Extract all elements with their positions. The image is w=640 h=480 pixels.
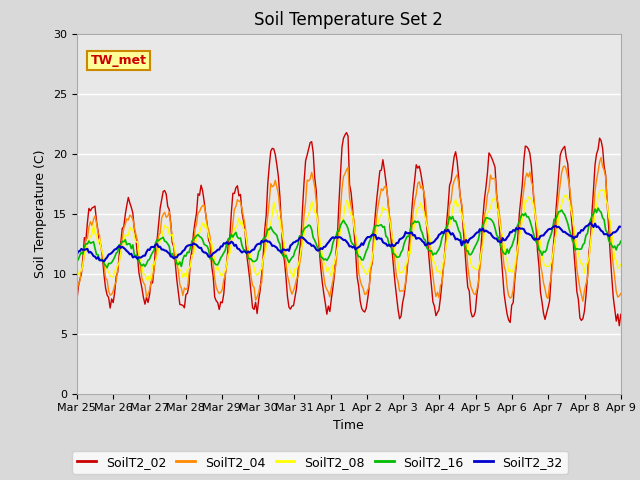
SoilT2_08 xyxy=(617,262,625,267)
Line: SoilT2_08: SoilT2_08 xyxy=(77,190,621,281)
SoilT2_32 xyxy=(73,252,81,258)
SoilT2_04 xyxy=(262,227,270,232)
SoilT2_04 xyxy=(140,280,147,286)
SoilT2_02 xyxy=(73,299,81,304)
SoilT2_32 xyxy=(589,224,597,230)
SoilT2_08 xyxy=(599,187,607,193)
X-axis label: Time: Time xyxy=(333,419,364,432)
Line: SoilT2_04: SoilT2_04 xyxy=(77,157,621,301)
SoilT2_16 xyxy=(312,241,320,247)
SoilT2_04 xyxy=(253,294,261,300)
SoilT2_08 xyxy=(264,236,271,242)
SoilT2_04 xyxy=(588,226,596,231)
SoilT2_08 xyxy=(140,272,147,277)
SoilT2_32 xyxy=(587,220,595,226)
SoilT2_32 xyxy=(264,239,271,244)
SoilT2_32 xyxy=(312,247,320,252)
SoilT2_02 xyxy=(235,193,243,199)
SoilT2_32 xyxy=(237,248,244,254)
SoilT2_02 xyxy=(311,175,319,180)
SoilT2_02 xyxy=(253,311,261,316)
SoilT2_16 xyxy=(594,205,602,211)
Title: Soil Temperature Set 2: Soil Temperature Set 2 xyxy=(254,11,444,29)
SoilT2_32 xyxy=(100,258,108,264)
Text: TW_met: TW_met xyxy=(90,54,147,67)
SoilT2_16 xyxy=(103,265,111,271)
SoilT2_16 xyxy=(73,259,81,264)
Line: SoilT2_16: SoilT2_16 xyxy=(77,208,621,268)
SoilT2_16 xyxy=(588,213,596,218)
SoilT2_32 xyxy=(141,253,149,259)
SoilT2_32 xyxy=(617,224,625,229)
SoilT2_16 xyxy=(255,249,262,254)
SoilT2_16 xyxy=(237,235,244,241)
SoilT2_02 xyxy=(140,295,147,300)
SoilT2_08 xyxy=(588,229,596,235)
SoilT2_04 xyxy=(311,184,319,190)
Y-axis label: Soil Temperature (C): Soil Temperature (C) xyxy=(35,149,47,278)
SoilT2_16 xyxy=(141,264,149,269)
SoilT2_08 xyxy=(73,272,81,278)
SoilT2_02 xyxy=(617,312,625,317)
Line: SoilT2_02: SoilT2_02 xyxy=(77,132,621,326)
SoilT2_32 xyxy=(255,241,262,247)
SoilT2_02 xyxy=(262,212,270,218)
SoilT2_16 xyxy=(264,226,271,232)
SoilT2_04 xyxy=(579,299,587,304)
SoilT2_08 xyxy=(255,271,262,276)
SoilT2_08 xyxy=(237,221,244,227)
SoilT2_04 xyxy=(597,155,605,160)
SoilT2_04 xyxy=(73,288,81,294)
SoilT2_02 xyxy=(616,323,623,329)
Legend: SoilT2_02, SoilT2_04, SoilT2_08, SoilT2_16, SoilT2_32: SoilT2_02, SoilT2_04, SoilT2_08, SoilT2_… xyxy=(72,451,568,474)
SoilT2_08 xyxy=(312,211,320,216)
SoilT2_16 xyxy=(617,239,625,244)
SoilT2_08 xyxy=(146,278,154,284)
SoilT2_04 xyxy=(617,290,625,296)
SoilT2_04 xyxy=(235,198,243,204)
SoilT2_02 xyxy=(342,130,350,135)
Line: SoilT2_32: SoilT2_32 xyxy=(77,223,621,261)
SoilT2_02 xyxy=(588,209,596,215)
